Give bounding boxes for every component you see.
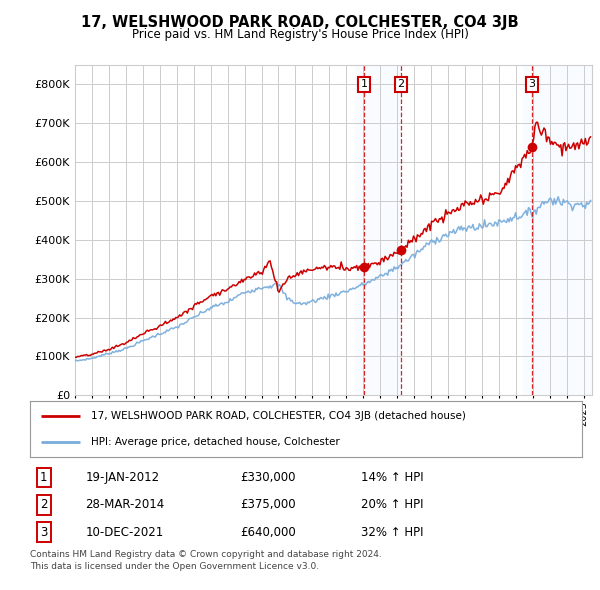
Text: 1: 1: [361, 79, 368, 89]
Text: Contains HM Land Registry data © Crown copyright and database right 2024.: Contains HM Land Registry data © Crown c…: [30, 550, 382, 559]
Text: 28-MAR-2014: 28-MAR-2014: [85, 498, 164, 512]
Text: 17, WELSHWOOD PARK ROAD, COLCHESTER, CO4 3JB: 17, WELSHWOOD PARK ROAD, COLCHESTER, CO4…: [81, 15, 519, 30]
Text: £375,000: £375,000: [240, 498, 295, 512]
Text: Price paid vs. HM Land Registry's House Price Index (HPI): Price paid vs. HM Land Registry's House …: [131, 28, 469, 41]
Text: 10-DEC-2021: 10-DEC-2021: [85, 526, 163, 539]
Text: £640,000: £640,000: [240, 526, 296, 539]
Text: 14% ↑ HPI: 14% ↑ HPI: [361, 471, 424, 484]
Text: 2: 2: [40, 498, 47, 512]
Bar: [355, 65, 401, 395]
Text: 17, WELSHWOOD PARK ROAD, COLCHESTER, CO4 3JB (detached house): 17, WELSHWOOD PARK ROAD, COLCHESTER, CO4…: [91, 411, 466, 421]
Text: 1: 1: [40, 471, 47, 484]
Text: 3: 3: [529, 79, 535, 89]
Text: 2: 2: [398, 79, 404, 89]
Text: 19-JAN-2012: 19-JAN-2012: [85, 471, 160, 484]
Bar: [523, 65, 592, 395]
Text: This data is licensed under the Open Government Licence v3.0.: This data is licensed under the Open Gov…: [30, 562, 319, 571]
Text: HPI: Average price, detached house, Colchester: HPI: Average price, detached house, Colc…: [91, 437, 340, 447]
Text: 3: 3: [40, 526, 47, 539]
Text: £330,000: £330,000: [240, 471, 295, 484]
Text: 20% ↑ HPI: 20% ↑ HPI: [361, 498, 424, 512]
Text: 32% ↑ HPI: 32% ↑ HPI: [361, 526, 424, 539]
